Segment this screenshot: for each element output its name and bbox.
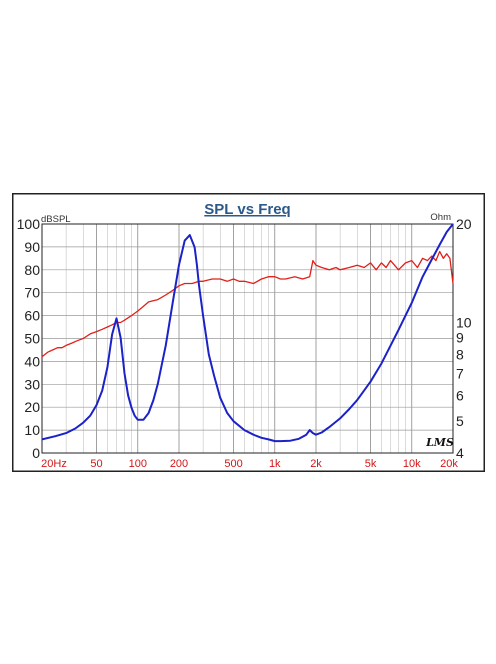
spl-impedance-chart: SPL vs Freq dBSPL Ohm LMS 20Hz 50 100 200 50… <box>12 193 485 472</box>
y-left-tick-label: 10 <box>24 422 40 438</box>
x-tick-label: 50 <box>90 458 102 470</box>
x-tick-label: 100 <box>129 458 147 470</box>
y-right-tick-label: 10 <box>456 315 472 331</box>
y-right-tick-label: 8 <box>456 346 464 362</box>
y-left-tick-label: 100 <box>17 216 41 232</box>
y-left-tick-label: 50 <box>24 331 40 347</box>
text-layer: SPL vs Freq dBSPL Ohm LMS 20Hz 50 100 200 50… <box>17 201 472 470</box>
y-left-tick-label: 20 <box>24 399 40 415</box>
y-left-unit-label: dBSPL <box>41 214 71 225</box>
x-tick-label: 20Hz <box>41 458 67 470</box>
x-tick-label: 2k <box>310 458 322 470</box>
y-right-tick-label: 20 <box>456 216 472 232</box>
chart-title: SPL vs Freq <box>204 201 290 218</box>
y-left-tick-label: 90 <box>24 239 40 255</box>
impedance-curve <box>41 223 454 443</box>
plot-area <box>41 223 454 454</box>
spl-curve <box>41 250 454 358</box>
x-tick-label: 200 <box>170 458 188 470</box>
x-tick-label: 20k <box>440 458 458 470</box>
y-left-tick-label: 80 <box>24 262 40 278</box>
x-tick-label: 500 <box>224 458 242 470</box>
y-left-tick-label: 0 <box>32 445 40 461</box>
series-layer <box>41 223 454 443</box>
y-right-tick-label: 6 <box>456 387 464 403</box>
x-tick-label: 1k <box>269 458 281 470</box>
y-right-tick-label: 7 <box>456 365 464 381</box>
y-right-tick-label: 4 <box>456 445 464 461</box>
y-right-tick-label: 5 <box>456 413 464 429</box>
chart-canvas: SPL vs Freq dBSPL Ohm LMS 20Hz 50 100 200 50… <box>12 193 485 472</box>
y-right-unit-label: Ohm <box>430 212 451 223</box>
x-tick-label: 5k <box>365 458 377 470</box>
y-left-tick-label: 40 <box>24 353 40 369</box>
y-right-tick-label: 9 <box>456 330 464 346</box>
y-left-tick-label: 70 <box>24 285 40 301</box>
y-left-tick-label: 60 <box>24 308 40 324</box>
x-tick-label: 10k <box>403 458 421 470</box>
lms-watermark: LMS <box>425 436 454 449</box>
y-left-tick-label: 30 <box>24 376 40 392</box>
